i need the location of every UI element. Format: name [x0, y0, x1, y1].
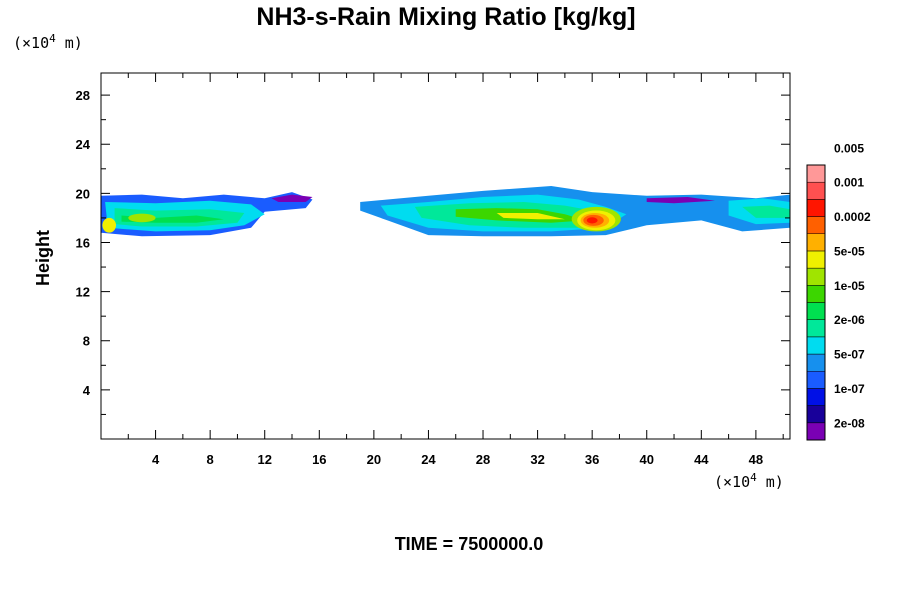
x-tick-label: 16: [312, 452, 326, 467]
colorbar-label: 0.001: [834, 176, 864, 190]
y-axis: 4 8 12 16 20 24 28: [76, 88, 790, 415]
y-tick-label: 24: [76, 137, 91, 152]
colorbar-swatch: [806, 216, 826, 234]
colorbar-swatch: [806, 319, 826, 338]
left-yellow-spot: [102, 217, 117, 233]
x-tick-label: 40: [640, 452, 654, 467]
x-axis: 4 8 12 16 20 24 28 32 36 40 44 48: [127, 73, 784, 467]
y-axis-unit: (×104 m): [13, 32, 83, 52]
colorbar-label: 5e-07: [834, 348, 865, 362]
right-layer-purple: [646, 197, 715, 204]
right-layer-band-10: [496, 213, 565, 220]
x-tick-label: 20: [367, 452, 381, 467]
y-tick-label: 28: [76, 88, 90, 103]
colorbar-swatch: [806, 405, 826, 424]
colorbar-swatch: [806, 164, 826, 183]
x-tick-label: 48: [749, 452, 763, 467]
x-tick-label: 32: [530, 452, 544, 467]
colorbar-label: 2e-06: [834, 313, 865, 327]
colorbar-swatch: [806, 250, 826, 269]
colorbar-label: 1e-05: [834, 279, 865, 293]
colorbar-swatch: [806, 371, 826, 389]
chart-title: NH3-s-Rain Mixing Ratio [kg/kg]: [256, 3, 635, 31]
colorbar-swatch: [806, 233, 826, 252]
y-tick-label: 12: [76, 285, 90, 300]
colorbar-swatch: [806, 353, 826, 372]
time-label: TIME = 7500000.0: [395, 534, 544, 554]
x-axis-unit: (×104 m): [714, 471, 784, 491]
colorbar-swatch: [806, 422, 826, 441]
colorbar-swatch: [806, 388, 826, 406]
y-axis-label: Height: [33, 230, 53, 286]
colorbar-swatch: [806, 199, 826, 217]
colorbar-swatch: [806, 302, 826, 320]
colorbar-label: 1e-07: [834, 382, 865, 396]
colorbar-label: 5e-05: [834, 244, 865, 258]
colorbar-swatch: [806, 267, 826, 286]
y-tick-label: 8: [83, 334, 90, 349]
x-tick-label: 4: [152, 452, 160, 467]
x-tick-label: 8: [207, 452, 214, 467]
right-edge-band-6: [742, 205, 790, 218]
y-tick-label: 20: [76, 186, 90, 201]
left-lime-streak: [128, 213, 156, 223]
colorbar-frame: [806, 164, 826, 441]
contour-field: [101, 186, 790, 237]
x-tick-label: 36: [585, 452, 599, 467]
plot-frame: [100, 72, 791, 440]
core-band-13: [586, 217, 598, 224]
colorbar-swatch: [806, 285, 826, 303]
colorbar-label: 2e-08: [834, 416, 865, 430]
colorbar: 2e-08 1e-07 5e-07 2e-06 1e-05 5e-05 0.0002 0.00…: [806, 141, 871, 441]
x-tick-label: 24: [421, 452, 436, 467]
colorbar-label: 0.005: [834, 141, 864, 155]
y-tick-label: 16: [76, 235, 90, 250]
x-tick-label: 28: [476, 452, 490, 467]
colorbar-swatch: [806, 181, 826, 200]
x-tick-label: 44: [694, 452, 709, 467]
y-tick-label: 4: [83, 383, 91, 398]
colorbar-label: 0.0002: [834, 210, 871, 224]
left-layer-purple: [271, 194, 313, 202]
x-tick-label: 12: [257, 452, 271, 467]
colorbar-swatch: [806, 336, 826, 355]
